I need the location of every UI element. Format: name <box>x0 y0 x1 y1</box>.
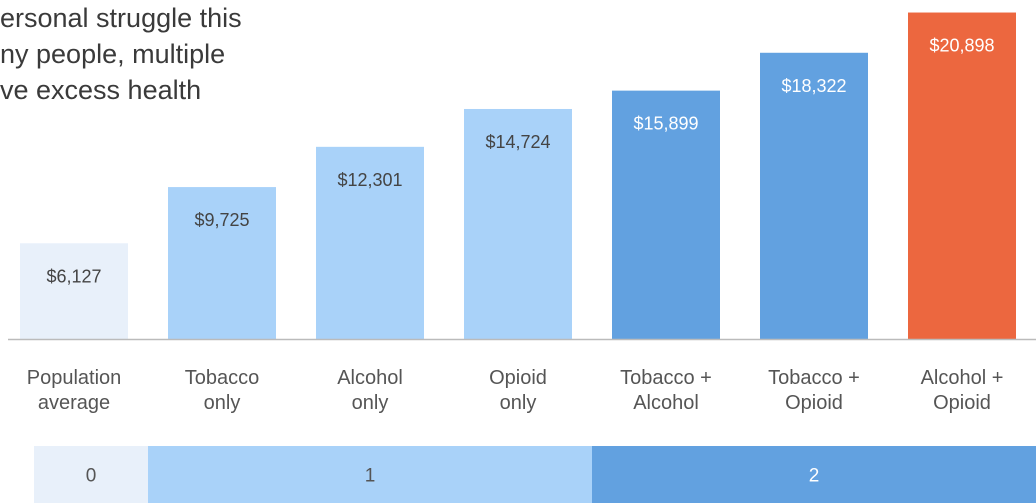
intro-line-3: ve excess health <box>0 75 202 105</box>
bar-value-label-3: $14,724 <box>485 132 550 152</box>
band-segment-0 <box>34 446 148 503</box>
substance-count-band: 0 1 2 <box>34 446 1036 503</box>
bar-2 <box>316 146 424 339</box>
bar-3 <box>464 108 572 339</box>
intro-line-2: ny people, multiple <box>0 39 226 69</box>
bar-value-label-4: $15,899 <box>633 114 698 134</box>
category-label-4: Tobacco + Alcohol <box>620 367 712 414</box>
category-labels-group: Population average Tobacco only Alcohol only O… <box>27 367 1004 414</box>
category-label-5: Tobacco + Opioid <box>768 367 860 414</box>
band-segment-label-0: 0 <box>86 466 97 487</box>
category-label-1: Tobacco only <box>185 367 260 414</box>
category-label-2: Alcohol only <box>337 367 403 414</box>
bar-value-label-1: $9,725 <box>194 210 249 230</box>
category-label-0: Population average <box>27 367 122 414</box>
category-label-3: Opioid only <box>489 367 547 414</box>
bar-0 <box>20 243 128 339</box>
bars-group: $6,127 $9,725 $12,301 $14,724 $15,899 $18,322… <box>20 12 1016 340</box>
bar-5 <box>760 52 868 340</box>
intro-text: ersonal struggle this ny people, multipl… <box>0 0 320 110</box>
category-label-6: Alcohol + Opioid <box>921 367 1004 414</box>
band-segment-2 <box>592 446 1036 503</box>
bar-value-label-0: $6,127 <box>46 266 101 286</box>
bar-value-label-2: $12,301 <box>337 170 402 190</box>
band-segment-label-2: 2 <box>809 466 820 487</box>
intro-line-1: ersonal struggle this <box>0 3 242 33</box>
bar-6 <box>908 12 1016 340</box>
bar-1 <box>168 187 276 339</box>
band-segment-label-1: 1 <box>365 466 376 487</box>
band-segment-1 <box>148 446 592 503</box>
bar-value-label-5: $18,322 <box>781 76 846 96</box>
bar-4 <box>612 90 720 339</box>
bar-value-label-6: $20,898 <box>929 36 994 56</box>
